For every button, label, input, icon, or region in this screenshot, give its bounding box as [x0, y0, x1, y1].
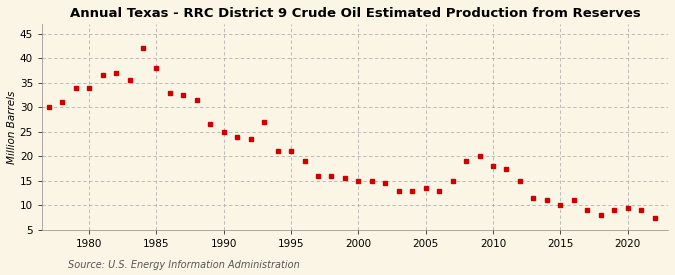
Text: Source: U.S. Energy Information Administration: Source: U.S. Energy Information Administ…: [68, 260, 299, 270]
Title: Annual Texas - RRC District 9 Crude Oil Estimated Production from Reserves: Annual Texas - RRC District 9 Crude Oil …: [70, 7, 641, 20]
Y-axis label: Million Barrels: Million Barrels: [7, 90, 17, 164]
